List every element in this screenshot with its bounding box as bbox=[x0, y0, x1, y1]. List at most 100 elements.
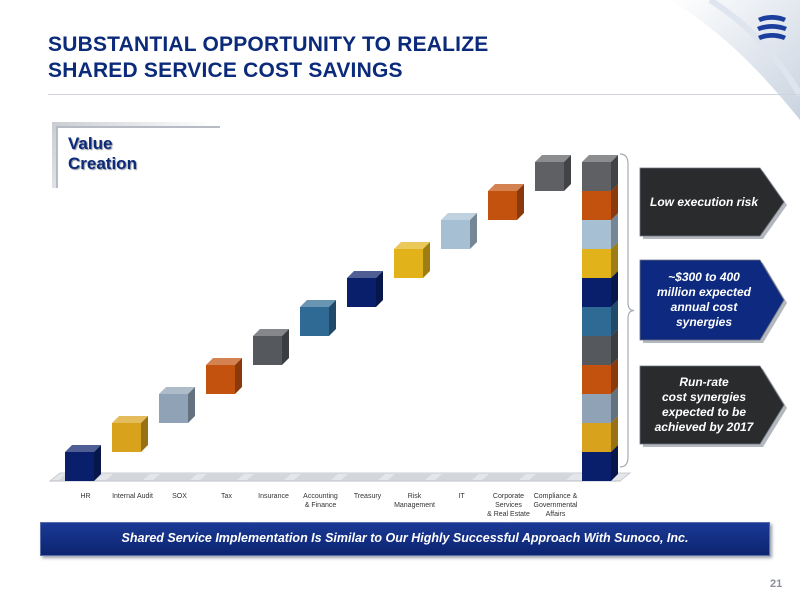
tick-label-9: Corporate Services & Real Estate bbox=[487, 493, 530, 518]
bar-8-top bbox=[441, 213, 477, 220]
total-segment-10-side bbox=[611, 155, 618, 191]
total-segment-9-side bbox=[611, 184, 618, 220]
total-segment-2-side bbox=[611, 387, 618, 423]
tick-label-line: Risk bbox=[408, 493, 422, 500]
bar-10-side bbox=[564, 155, 571, 191]
total-segment-8-front bbox=[582, 220, 611, 249]
total-segment-2-front bbox=[582, 394, 611, 423]
callout-text-1: ~$300 to 400 million expected annual cost s… bbox=[640, 270, 768, 330]
tick-label-7: Risk Management bbox=[394, 493, 435, 509]
total-segment-8-side bbox=[611, 213, 618, 249]
bar-10 bbox=[535, 155, 571, 191]
floor-tile-6 bbox=[341, 474, 385, 480]
page-title: SUBSTANTIAL OPPORTUNITY TO REALIZE SHARE… bbox=[48, 32, 488, 84]
callout-line: Low execution risk bbox=[649, 194, 759, 209]
bar-3-front bbox=[206, 365, 235, 394]
bar-6-side bbox=[376, 271, 383, 307]
floor-tile-9 bbox=[482, 474, 526, 480]
footer-banner: Shared Service Implementation Is Similar… bbox=[40, 522, 770, 556]
bar-5-front bbox=[300, 307, 329, 336]
value-creation-box bbox=[56, 126, 220, 188]
tick-label-line: Insurance bbox=[258, 493, 289, 500]
page-number: 21 bbox=[770, 578, 783, 590]
bar-1-front bbox=[112, 423, 141, 452]
total-segment-6-front bbox=[582, 278, 611, 307]
total-segment-5-side bbox=[611, 300, 618, 336]
bar-3-top bbox=[206, 358, 242, 365]
bar-9-side bbox=[517, 184, 524, 220]
total-segment-0-side bbox=[611, 445, 618, 481]
tick-label-line: & Real Estate bbox=[487, 511, 530, 518]
bar-0 bbox=[65, 445, 101, 481]
tick-label-line: Tax bbox=[221, 493, 232, 500]
bar-0-side bbox=[94, 445, 101, 481]
bar-5 bbox=[300, 300, 336, 336]
floor-tile-8 bbox=[435, 474, 479, 480]
company-logo-icon bbox=[757, 15, 787, 40]
total-segment-7-side bbox=[611, 242, 618, 278]
callout-text-2: Run-rate cost synergies expected to be achi… bbox=[640, 375, 768, 435]
tick-label-4: Insurance bbox=[258, 493, 289, 500]
total-segment-10 bbox=[582, 155, 618, 191]
total-segment-7-front bbox=[582, 249, 611, 278]
bar-10-front bbox=[535, 162, 564, 191]
bar-3 bbox=[206, 358, 242, 394]
corner-swoosh-decoration bbox=[670, 0, 800, 120]
bar-8 bbox=[441, 213, 477, 249]
value-creation-label: Value Creation bbox=[68, 134, 137, 174]
bar-1 bbox=[112, 416, 148, 452]
bar-2-front bbox=[159, 394, 188, 423]
value-label-line1: Value bbox=[68, 134, 113, 153]
title-line-1: SUBSTANTIAL OPPORTUNITY TO REALIZE bbox=[48, 33, 489, 56]
bar-6-front bbox=[347, 278, 376, 307]
bar-8-side bbox=[470, 213, 477, 249]
title-divider bbox=[48, 94, 800, 95]
title-line-2: SHARED SERVICE COST SAVINGS bbox=[48, 59, 403, 82]
callout-line: synergies bbox=[675, 315, 733, 329]
bar-6 bbox=[347, 271, 383, 307]
total-segment-4-front bbox=[582, 336, 611, 365]
tick-label-10: Compliance & Governmental Affairs bbox=[534, 493, 578, 518]
bar-8-front bbox=[441, 220, 470, 249]
callout-arrow-0 bbox=[639, 167, 785, 237]
floor-tile-5 bbox=[294, 474, 338, 480]
bar-2-side bbox=[188, 387, 195, 423]
bar-5-top bbox=[300, 300, 336, 307]
tick-label-line: Management bbox=[394, 502, 435, 509]
total-segment-6-side bbox=[611, 271, 618, 307]
callout-line: cost synergies bbox=[661, 390, 747, 404]
bar-0-top bbox=[65, 445, 101, 452]
floor-tile-1 bbox=[106, 474, 150, 480]
tick-label-line: Treasury bbox=[354, 493, 382, 500]
tick-label-line: Compliance & bbox=[534, 493, 578, 500]
bar-4 bbox=[253, 329, 289, 365]
bar-5-side bbox=[329, 300, 336, 336]
bar-3-side bbox=[235, 358, 242, 394]
floor-tile-3 bbox=[200, 474, 244, 480]
total-segment-3-side bbox=[611, 358, 618, 394]
bar-7-side bbox=[423, 242, 430, 278]
bar-1-side bbox=[141, 416, 148, 452]
floor-tile-2 bbox=[153, 474, 197, 480]
total-segment-10-front bbox=[582, 162, 611, 191]
callout-arrow-2 bbox=[639, 365, 785, 445]
bar-4-front bbox=[253, 336, 282, 365]
bar-7 bbox=[394, 242, 430, 278]
tick-label-line: Internal Audit bbox=[112, 493, 153, 500]
bar-6-top bbox=[347, 271, 383, 278]
tick-label-3: Tax bbox=[221, 493, 232, 500]
total-segment-5-front bbox=[582, 307, 611, 336]
tick-label-line: Accounting bbox=[303, 493, 338, 500]
tick-label-line: Corporate bbox=[493, 493, 524, 500]
callout-line: ~$300 to 400 bbox=[668, 270, 740, 284]
bar-9-front bbox=[488, 191, 517, 220]
bar-10-top bbox=[535, 155, 571, 162]
tick-label-line: IT bbox=[458, 493, 465, 500]
total-segment-3-front bbox=[582, 365, 611, 394]
tick-label-5: Accounting & Finance bbox=[303, 493, 338, 509]
callout-line: annual cost bbox=[670, 300, 738, 314]
floor-tile-10 bbox=[529, 474, 573, 480]
bar-7-front bbox=[394, 249, 423, 278]
bar-2-top bbox=[159, 387, 195, 394]
